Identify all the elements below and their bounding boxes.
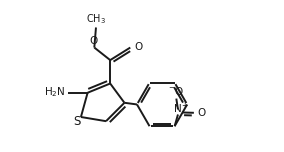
Text: S: S xyxy=(74,115,81,128)
Text: O: O xyxy=(134,42,142,52)
Text: +: + xyxy=(182,101,188,110)
Text: O: O xyxy=(89,36,98,46)
Text: O: O xyxy=(197,108,205,118)
Text: H$_2$N: H$_2$N xyxy=(44,85,66,99)
Text: N: N xyxy=(174,104,182,114)
Text: CH$_3$: CH$_3$ xyxy=(86,12,106,26)
Text: methyl: methyl xyxy=(93,25,98,26)
Text: $^{-}$O: $^{-}$O xyxy=(168,85,184,97)
